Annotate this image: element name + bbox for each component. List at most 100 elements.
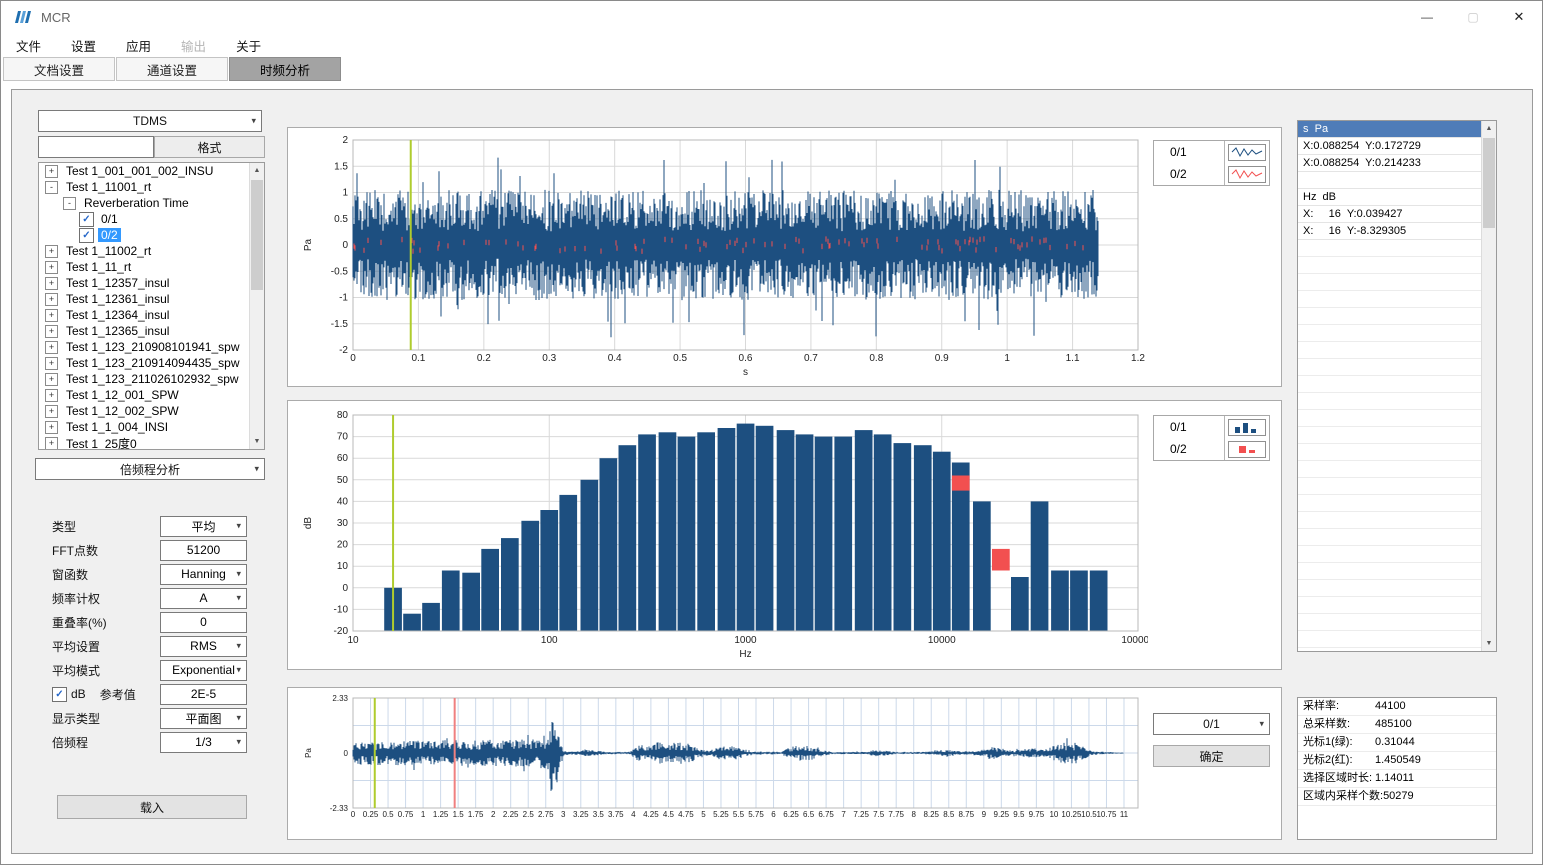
list-row[interactable]: X: 16 Y:0.039427 xyxy=(1298,206,1481,223)
legend-row[interactable]: 0/2 xyxy=(1154,163,1269,185)
expander-icon[interactable]: + xyxy=(45,292,58,306)
legend-row[interactable]: 0/2 xyxy=(1154,438,1269,460)
load-button[interactable]: 载入 xyxy=(57,795,247,819)
scroll-down-icon[interactable]: ▼ xyxy=(1485,640,1493,647)
expander-icon[interactable]: + xyxy=(45,308,58,322)
tree-item-channel[interactable]: ✓ 0/1 xyxy=(39,211,264,227)
expander-icon[interactable]: + xyxy=(45,276,58,290)
octave-spectrum-plot[interactable]: 10 100 1000 10000 100000 -20 -10 0 10 20 30 40 50 60 7… xyxy=(288,401,1155,671)
svg-text:6: 6 xyxy=(771,810,776,819)
expander-icon[interactable]: + xyxy=(45,260,58,274)
fft-points-input[interactable]: 51200 xyxy=(160,539,247,561)
expander-icon[interactable]: + xyxy=(45,420,58,434)
scroll-thumb[interactable] xyxy=(251,180,263,290)
tree-item[interactable]: + Test 1_12361_insul xyxy=(39,291,264,307)
info-row: 选择区域时长: 1.14011 xyxy=(1298,770,1496,788)
tree-item[interactable]: + Test 1_123_210908101941_spw xyxy=(39,339,264,355)
expander-icon[interactable]: + xyxy=(45,372,58,386)
scroll-down-icon[interactable]: ▼ xyxy=(253,438,261,445)
cursor-values-list: s Pa X:0.088254 Y:0.172729 X:0.088254 Y:… xyxy=(1297,120,1497,652)
tree-item-channel[interactable]: ✓ 0/2 xyxy=(39,227,264,243)
bar-series-icon xyxy=(1228,440,1266,458)
tree-item[interactable]: + Test 1_12_002_SPW xyxy=(39,403,264,419)
maximize-icon[interactable]: ▢ xyxy=(1467,10,1479,24)
expander-icon[interactable]: + xyxy=(45,164,58,178)
tree-item[interactable]: + Test 1_12365_insul xyxy=(39,323,264,339)
expander-icon[interactable]: + xyxy=(45,324,58,338)
expander-icon[interactable]: + xyxy=(45,244,58,258)
legend-row[interactable]: 0/1 xyxy=(1154,141,1269,163)
tab-channel-settings[interactable]: 通道设置 xyxy=(116,57,228,81)
tree-item[interactable]: + Test 1_1_004_INSI xyxy=(39,419,264,435)
menu-apply[interactable]: 应用 xyxy=(126,39,152,54)
tree-item[interactable]: + Test 1_25度0 xyxy=(39,435,264,449)
confirm-button[interactable]: 确定 xyxy=(1153,745,1270,767)
svg-text:Hz: Hz xyxy=(739,649,751,660)
tab-time-frequency-analysis[interactable]: 时频分析 xyxy=(229,57,341,81)
tree-item[interactable]: + Test 1_12_001_SPW xyxy=(39,387,264,403)
list-row[interactable]: X:0.088254 Y:0.214233 xyxy=(1298,155,1481,172)
expander-icon[interactable]: + xyxy=(45,388,58,402)
list-row[interactable]: Hz dB xyxy=(1298,189,1481,206)
tree-item[interactable]: + Test 1_11002_rt xyxy=(39,243,264,259)
svg-text:0: 0 xyxy=(342,583,348,594)
expander-icon[interactable]: + xyxy=(45,404,58,418)
menu-settings[interactable]: 设置 xyxy=(71,39,97,54)
reference-value-input[interactable]: 2E-5 xyxy=(160,683,247,705)
average-setting-select[interactable]: RMS ▾ xyxy=(160,635,247,657)
format-button[interactable]: 格式 xyxy=(154,136,265,158)
tab-document-settings[interactable]: 文档设置 xyxy=(3,57,115,81)
checkbox-icon[interactable]: ✓ xyxy=(79,227,94,243)
scroll-up-icon[interactable]: ▲ xyxy=(1485,125,1493,132)
legend-row[interactable]: 0/1 xyxy=(1154,416,1269,438)
list-row[interactable]: X:0.088254 Y:0.172729 xyxy=(1298,138,1481,155)
chevron-down-icon: ▾ xyxy=(236,640,241,651)
tree-item[interactable]: - Reverberation Time xyxy=(39,195,264,211)
tree-item[interactable]: + Test 1_123_210914094435_spw xyxy=(39,355,264,371)
time-waveform-plot[interactable]: 0 0.1 0.2 0.3 0.4 0.5 0.6 0.7 0.8 0.9 1 1.1 1.2 -2 -1.… xyxy=(288,128,1148,388)
expander-icon[interactable]: + xyxy=(45,436,58,449)
overview-waveform-plot[interactable]: 0 0.25 0.5 0.75 1 1.25 1.5 1.75 2 2.25 2.5 2.75 3 3.2… xyxy=(288,688,1148,841)
tree-item[interactable]: + Test 1_12357_insul xyxy=(39,275,264,291)
expander-icon[interactable]: + xyxy=(45,356,58,370)
tree-item[interactable]: + Test 1_11_rt xyxy=(39,259,264,275)
tree-item[interactable]: + Test 1_12364_insul xyxy=(39,307,264,323)
display-type-select[interactable]: 平面图 ▾ xyxy=(160,707,247,729)
filter-input[interactable] xyxy=(38,136,154,158)
tree-item[interactable]: - Test 1_11001_rt xyxy=(39,179,264,195)
channel-select[interactable]: 0/1 ▾ xyxy=(1153,713,1270,735)
analysis-settings-form: 类型 平均 ▾ FFT点数 51200 窗函数 Hanning ▾ 频率计权 A ▾ … xyxy=(42,514,247,754)
menu-about[interactable]: 关于 xyxy=(236,39,262,54)
db-checkbox[interactable]: ✓ xyxy=(52,686,67,702)
frequency-weighting-select[interactable]: A ▾ xyxy=(160,587,247,609)
close-icon[interactable]: ✕ xyxy=(1513,9,1525,24)
window-function-select[interactable]: Hanning ▾ xyxy=(160,563,247,585)
list-scrollbar[interactable]: ▲ ▼ xyxy=(1481,121,1496,651)
svg-text:1.75: 1.75 xyxy=(468,810,484,819)
octave-fraction-select[interactable]: 1/3 ▾ xyxy=(160,731,247,753)
window-controls: — ▢ ✕ xyxy=(1404,1,1542,33)
scroll-up-icon[interactable]: ▲ xyxy=(253,167,261,174)
expander-icon[interactable]: + xyxy=(45,340,58,354)
minimize-icon[interactable]: — xyxy=(1421,10,1433,24)
type-select[interactable]: 平均 ▾ xyxy=(160,515,247,537)
tree-item[interactable]: + Test 1_001_001_002_INSU xyxy=(39,163,264,179)
expander-icon[interactable]: - xyxy=(45,180,58,194)
menu-file[interactable]: 文件 xyxy=(16,39,42,54)
svg-text:0: 0 xyxy=(350,353,356,364)
expander-icon[interactable]: - xyxy=(63,196,76,210)
tree-item[interactable]: + Test 1_123_211026102932_spw xyxy=(39,371,264,387)
list-row[interactable] xyxy=(1298,172,1481,189)
tree-scrollbar[interactable]: ▲ ▼ xyxy=(249,163,264,449)
svg-text:0.5: 0.5 xyxy=(673,353,687,364)
checkbox-icon[interactable]: ✓ xyxy=(79,211,94,227)
list-row[interactable]: X: 16 Y:-8.329305 xyxy=(1298,223,1481,240)
file-format-select[interactable]: TDMS ▾ xyxy=(38,110,262,132)
average-mode-select[interactable]: Exponential ▾ xyxy=(160,659,247,681)
list-header[interactable]: s Pa xyxy=(1298,121,1481,138)
overlap-input[interactable]: 0 xyxy=(160,611,247,633)
analysis-type-select[interactable]: 倍频程分析 ▾ xyxy=(35,458,265,480)
file-tree: + Test 1_001_001_002_INSU - Test 1_11001_r… xyxy=(38,162,265,450)
scroll-thumb[interactable] xyxy=(1483,138,1495,228)
svg-text:4.5: 4.5 xyxy=(663,810,675,819)
